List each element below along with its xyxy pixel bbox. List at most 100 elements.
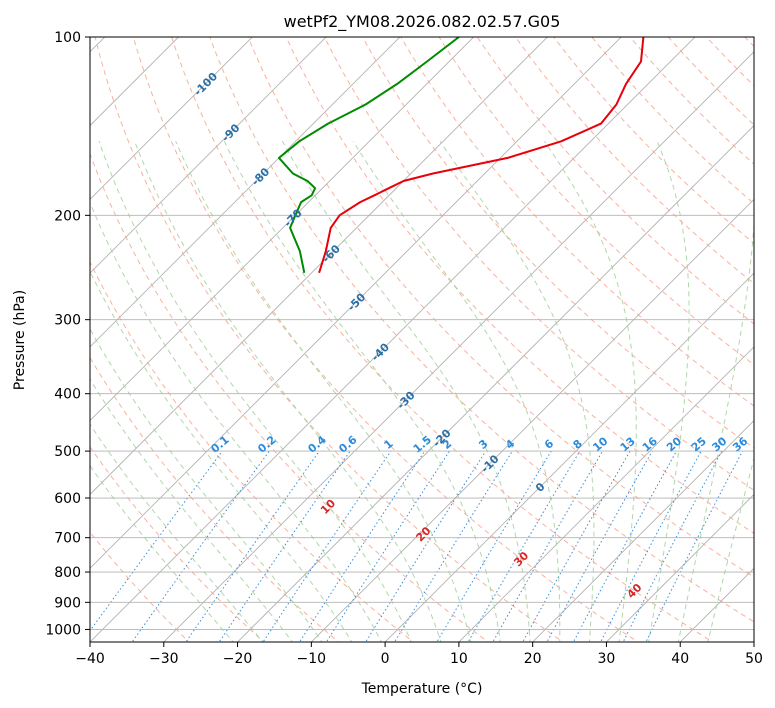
mixing-ratio-label: 4 bbox=[503, 437, 517, 452]
dry-adiabat-line bbox=[90, 446, 265, 642]
x-tick-label: 40 bbox=[671, 651, 689, 667]
y-axis-label: Pressure (hPa) bbox=[12, 290, 28, 390]
x-axis-label: Temperature (°C) bbox=[361, 681, 483, 697]
moist-adiabat-line bbox=[439, 141, 595, 642]
moist-adiabat-line bbox=[281, 141, 531, 642]
mixing-ratio-line bbox=[262, 450, 392, 642]
x-tick-label: 10 bbox=[450, 651, 468, 667]
mixing-ratio-lines bbox=[90, 450, 743, 642]
isotherm-line bbox=[236, 124, 754, 642]
dry-adiabat-line bbox=[171, 37, 714, 642]
x-tick-label: 50 bbox=[745, 651, 763, 667]
isotherm-line bbox=[90, 37, 622, 569]
dry-adiabat-line bbox=[247, 37, 754, 578]
profile-series bbox=[278, 37, 645, 274]
moist-adiabat-line bbox=[134, 141, 442, 642]
y-tick-label: 1000 bbox=[45, 622, 81, 638]
isotherm-line bbox=[532, 420, 754, 642]
temperature-profile-line bbox=[318, 37, 645, 274]
mixing-ratio-line bbox=[645, 450, 743, 642]
y-tick-label: 300 bbox=[54, 313, 81, 329]
moist-adiabat-line bbox=[544, 141, 637, 642]
mixing-ratio-line bbox=[600, 450, 702, 642]
mixing-ratio-line bbox=[131, 450, 270, 642]
moist-adiabat-line bbox=[352, 141, 561, 642]
x-tick-label: 30 bbox=[598, 651, 616, 667]
mixing-ratio-line bbox=[467, 450, 581, 642]
mixing-ratio-line bbox=[218, 450, 351, 642]
y-tick-label: 100 bbox=[54, 30, 81, 46]
x-tick-label: 0 bbox=[381, 651, 390, 667]
dry-adiabat-line bbox=[438, 37, 754, 366]
mixing-ratio-label: 0.1 bbox=[208, 433, 231, 455]
dry-adiabat-line bbox=[90, 531, 190, 642]
y-tick-label: 600 bbox=[54, 491, 81, 507]
dry-adiabat-line bbox=[362, 37, 754, 449]
moist-adiabat-lines bbox=[90, 141, 754, 642]
isotherm-line bbox=[605, 493, 754, 642]
y-tick-label: 800 bbox=[54, 565, 81, 581]
dry-adiabat-line bbox=[323, 37, 754, 491]
isotherm-line bbox=[458, 346, 754, 642]
dry-adiabat-lines bbox=[90, 24, 775, 645]
isotherm-line bbox=[0, 10, 58, 647]
axes: −40 −30 −20 −10 0 10 20 30 40 5010020030040050060… bbox=[45, 30, 763, 667]
isotherm-line bbox=[679, 567, 754, 642]
mixing-ratio-line bbox=[572, 450, 677, 642]
plot-frame bbox=[89, 36, 755, 643]
dewpoint-profile-line bbox=[278, 37, 460, 274]
isotherm-label: -10 bbox=[478, 452, 501, 475]
dry-adiabat-line bbox=[705, 37, 754, 87]
isotherm-line bbox=[90, 37, 475, 422]
isotherm-line bbox=[90, 37, 696, 642]
dry-adiabat-label: 30 bbox=[511, 549, 531, 569]
chart-title: wetPf2_YM08.2026.082.02.57.G05 bbox=[284, 12, 561, 32]
mixing-ratio-line bbox=[365, 450, 487, 642]
dry-adiabat-line bbox=[209, 37, 754, 623]
dry-adiabat-label: 40 bbox=[624, 581, 644, 601]
isotherm-line bbox=[753, 641, 754, 642]
x-tick-label: −10 bbox=[297, 651, 327, 667]
y-tick-label: 500 bbox=[54, 444, 81, 460]
isotherm-label: -40 bbox=[369, 340, 392, 363]
moist-adiabat-line bbox=[90, 270, 353, 642]
mixing-ratio-line bbox=[394, 450, 513, 642]
y-tick-label: 200 bbox=[54, 208, 81, 224]
isotherm-label: -50 bbox=[345, 290, 368, 313]
isotherm-label: -90 bbox=[219, 121, 242, 144]
isotherm-label: -100 bbox=[191, 70, 220, 99]
moist-adiabat-line bbox=[90, 423, 264, 642]
x-tick-label: −30 bbox=[149, 651, 179, 667]
mixing-ratio-label: 6 bbox=[542, 437, 556, 452]
mixing-ratio-label: 0.4 bbox=[305, 433, 329, 456]
x-tick-label: −20 bbox=[223, 651, 253, 667]
pressure-grid-lines bbox=[90, 37, 754, 630]
isotherm-line bbox=[163, 51, 754, 642]
mixing-ratio-line bbox=[185, 450, 320, 642]
mixing-ratio-line bbox=[90, 450, 223, 632]
dry-adiabat-line bbox=[132, 37, 639, 642]
isotherm-line bbox=[310, 198, 754, 642]
x-tick-label: 20 bbox=[524, 651, 542, 667]
isotherm-label: -80 bbox=[249, 165, 272, 188]
y-tick-label: 700 bbox=[54, 531, 81, 547]
isotherm-label: -70 bbox=[281, 206, 304, 229]
isotherm-lines bbox=[0, 10, 754, 647]
x-tick-label: −40 bbox=[75, 651, 105, 667]
mixing-ratio-line bbox=[298, 450, 426, 642]
dry-adiabat-line bbox=[90, 152, 490, 642]
moist-adiabat-line bbox=[677, 216, 754, 642]
dry-adiabat-line bbox=[770, 24, 775, 645]
mixing-ratio-label: 1.5 bbox=[411, 433, 434, 455]
mixing-ratio-label: 8 bbox=[571, 437, 585, 452]
y-tick-label: 900 bbox=[54, 595, 81, 611]
isotherm-line bbox=[90, 37, 401, 348]
isotherm-line bbox=[90, 37, 327, 274]
moist-adiabat-line bbox=[648, 141, 690, 642]
mixing-ratio-line bbox=[622, 450, 723, 642]
mixing-ratio-line bbox=[325, 450, 450, 642]
mixing-ratio-label: 3 bbox=[476, 437, 490, 452]
dry-adiabat-label: 20 bbox=[413, 524, 433, 544]
moist-adiabat-line bbox=[707, 456, 754, 642]
moist-adiabat-line bbox=[175, 141, 472, 642]
